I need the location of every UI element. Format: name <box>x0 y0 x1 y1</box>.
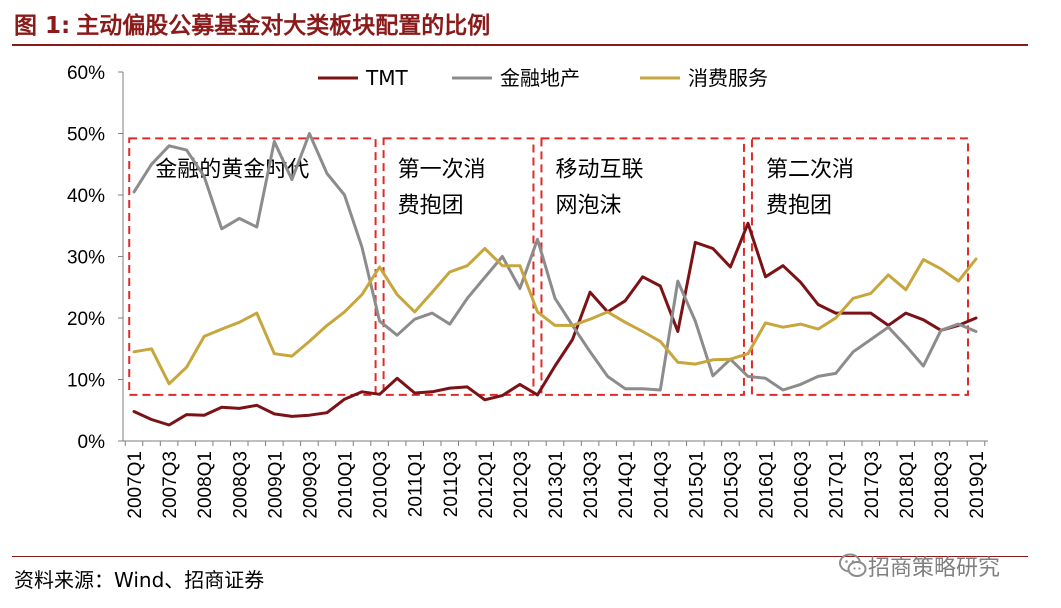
y-tick-label: 20% <box>67 309 105 330</box>
x-tick-label: 2010Q1 <box>336 451 357 519</box>
annotation-label: 费抱团 <box>766 193 832 218</box>
footer-divider <box>12 556 1028 557</box>
series-line <box>132 247 978 386</box>
x-tick-label: 2018Q1 <box>897 451 918 519</box>
x-tick-label: 2014Q1 <box>616 451 637 519</box>
chart-legend: TMT 金融地产 消费服务 <box>318 66 768 90</box>
x-tick-label: 2016Q1 <box>757 451 778 519</box>
x-tick-label: 2013Q1 <box>546 451 567 519</box>
y-tick-label: 30% <box>67 248 105 269</box>
series-line <box>132 132 978 392</box>
x-tick-label: 2008Q3 <box>230 451 251 519</box>
series-line <box>132 221 978 427</box>
x-tick-label: 2016Q3 <box>792 451 813 519</box>
chart-series <box>132 132 978 427</box>
figure-number: 图 1: <box>14 13 71 39</box>
x-tick-label: 2015Q1 <box>686 451 707 519</box>
x-tick-label: 2009Q3 <box>300 451 321 519</box>
y-tick-label: 60% <box>67 63 105 84</box>
x-tick-label: 2017Q1 <box>827 451 848 519</box>
legend-label: 消费服务 <box>688 66 768 90</box>
chart-axes: 0% 10% 20% 30% 40% 50% 60% 2007Q1 2007Q3 2008Q1 20… <box>67 63 988 519</box>
x-tick-label: 2012Q1 <box>476 451 497 519</box>
x-tick-label: 2014Q3 <box>651 451 672 519</box>
x-tick-label: 2017Q3 <box>862 451 883 519</box>
figure-title-text: 主动偏股公募基金对大类板块配置的比例 <box>76 13 491 39</box>
y-tick-label: 40% <box>67 186 105 207</box>
figure-title: 图 1: 主动偏股公募基金对大类板块配置的比例 <box>14 6 490 40</box>
annotation-label: 网泡沫 <box>555 193 621 218</box>
x-tick-label: 2007Q1 <box>125 451 146 519</box>
annotation-box <box>128 137 377 396</box>
wechat-icon <box>839 553 867 577</box>
annotation-box <box>750 137 969 396</box>
annotation-label: 移动互联 <box>555 157 643 182</box>
x-tick-label: 2018Q3 <box>932 451 953 519</box>
x-tick-label: 2009Q1 <box>265 451 286 519</box>
watermark-text: 招商策略研究 <box>868 556 1001 581</box>
legend-label: TMT <box>365 66 408 90</box>
legend-label: 金融地产 <box>500 66 580 90</box>
x-tick-label: 2013Q3 <box>581 451 602 519</box>
title-divider <box>12 44 1028 46</box>
y-tick-label: 50% <box>67 125 105 146</box>
y-tick-label: 0% <box>78 432 106 453</box>
x-tick-label: 2011Q3 <box>441 451 462 517</box>
x-tick-label: 2011Q1 <box>406 451 427 517</box>
annotation-label: 第二次消 <box>766 157 854 182</box>
annotation-label: 第一次消 <box>398 157 486 182</box>
x-tick-label: 2019Q1 <box>967 451 988 519</box>
x-tick-label: 2010Q3 <box>371 451 392 519</box>
y-tick-label: 10% <box>67 371 105 392</box>
x-tick-label: 2008Q1 <box>195 451 216 519</box>
annotation-box <box>382 137 535 396</box>
x-tick-label: 2007Q3 <box>160 451 181 519</box>
x-tick-label: 2012Q3 <box>511 451 532 519</box>
annotation-label: 费抱团 <box>398 193 464 218</box>
annotation-box <box>540 137 745 396</box>
watermark: 招商策略研究 <box>838 548 1028 584</box>
x-tick-label: 2015Q3 <box>721 451 742 519</box>
source-note: 资料来源：Wind、招商证券 <box>14 568 265 592</box>
